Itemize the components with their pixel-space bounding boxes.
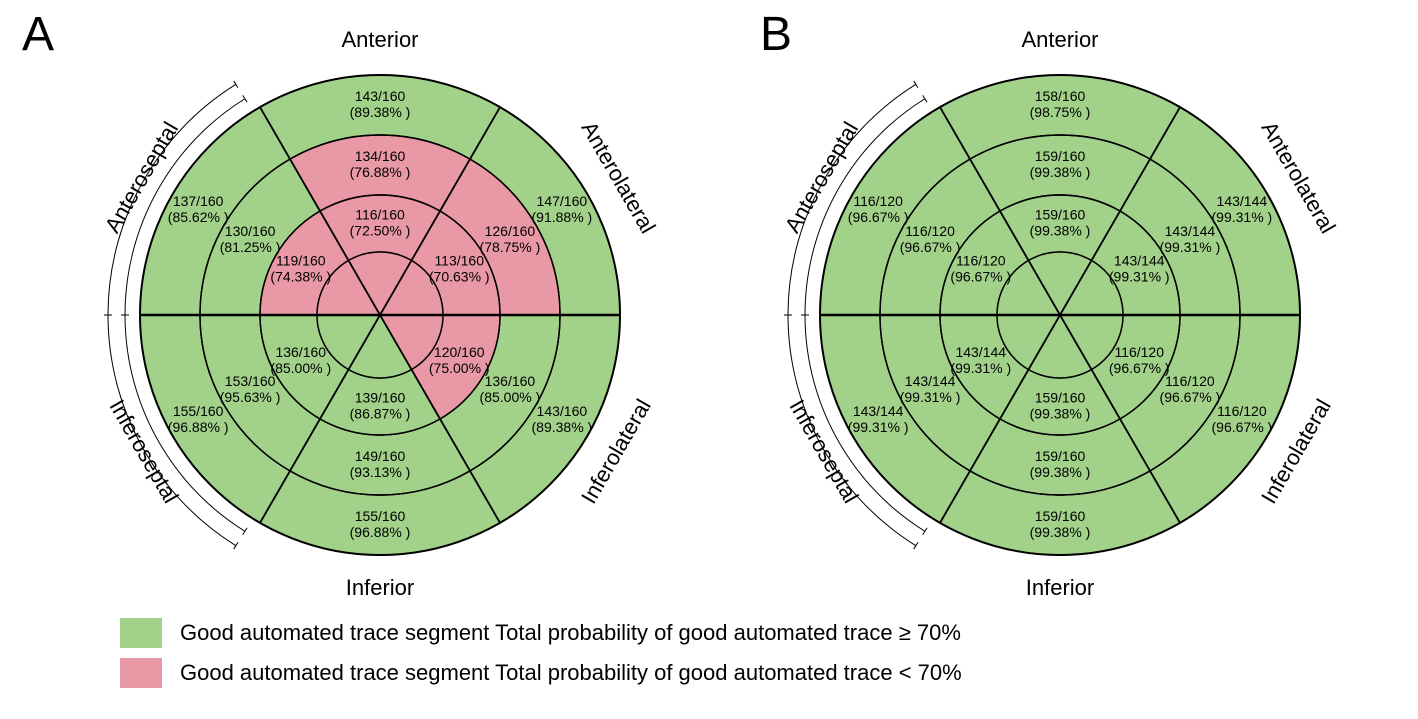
label-arc-tick [923, 528, 927, 535]
seg-pct-B-r0-s4: (99.31% ) [848, 419, 909, 435]
seg-value-B-r1-s0: 159/160 [1035, 148, 1086, 164]
seg-value-A-r2-s5: 119/160 [276, 252, 326, 268]
seg-value-A-r1-s0: 134/160 [355, 148, 406, 164]
seg-pct-B-r0-s1: (99.31% ) [1212, 209, 1273, 225]
seg-pct-A-r0-s1: (91.88% ) [532, 209, 593, 225]
seg-value-A-r1-s4: 153/160 [225, 373, 276, 389]
seg-pct-A-r0-s4: (96.88% ) [168, 419, 229, 435]
panel-letter-B: B [760, 8, 792, 61]
label-arc-tick [243, 95, 247, 102]
seg-pct-B-r0-s3: (99.38% ) [1030, 524, 1091, 540]
seg-value-B-r2-s3: 159/160 [1035, 390, 1086, 406]
legend-swatch-pink [120, 658, 162, 688]
seg-pct-B-r2-s0: (99.38% ) [1030, 223, 1091, 239]
seg-pct-B-r0-s2: (96.67% ) [1212, 419, 1273, 435]
seg-value-B-r2-s0: 159/160 [1035, 207, 1086, 223]
seg-pct-A-r0-s0: (89.38% ) [350, 104, 411, 120]
seg-pct-B-r1-s2: (96.67% ) [1160, 389, 1221, 405]
seg-pct-B-r0-s5: (96.67% ) [848, 209, 909, 225]
seg-pct-A-r1-s4: (95.63% ) [220, 389, 281, 405]
seg-value-A-r2-s0: 116/160 [355, 207, 405, 223]
seg-value-B-r1-s2: 116/120 [1165, 373, 1215, 389]
panel-A: 143/160(89.38% )147/160(91.88% )143/160(… [22, 8, 661, 600]
seg-value-A-r0-s1: 147/160 [537, 193, 588, 209]
seg-value-A-r0-s0: 143/160 [355, 88, 406, 104]
seg-value-A-r0-s3: 155/160 [355, 508, 406, 524]
seg-pct-A-r2-s5: (74.38% ) [270, 268, 331, 284]
seg-pct-A-r1-s0: (76.88% ) [350, 164, 411, 180]
seg-pct-A-r0-s2: (89.38% ) [532, 419, 593, 435]
seg-pct-A-r2-s2: (75.00% ) [429, 360, 490, 376]
seg-value-B-r2-s1: 143/144 [1114, 252, 1165, 268]
seg-value-A-r1-s2: 136/160 [485, 373, 536, 389]
seg-pct-B-r1-s4: (99.31% ) [900, 389, 961, 405]
seg-value-B-r2-s4: 143/144 [955, 344, 1006, 360]
seg-pct-B-r2-s1: (99.31% ) [1109, 268, 1170, 284]
label-arc-tick [243, 528, 247, 535]
seg-value-A-r1-s3: 149/160 [355, 448, 406, 464]
panel-B: 158/160(98.75% )143/144(99.31% )116/120(… [760, 8, 1341, 600]
seg-pct-A-r2-s0: (72.50% ) [350, 223, 411, 239]
seg-value-B-r1-s4: 143/144 [905, 373, 956, 389]
seg-pct-A-r0-s3: (96.88% ) [350, 524, 411, 540]
seg-value-B-r0-s4: 143/144 [853, 403, 904, 419]
seg-pct-B-r2-s3: (99.38% ) [1030, 406, 1091, 422]
seg-value-A-r0-s2: 143/160 [537, 403, 588, 419]
seg-pct-A-r2-s4: (85.00% ) [270, 360, 331, 376]
seg-value-A-r2-s1: 113/160 [434, 252, 484, 268]
legend-text-0: Good automated trace segment Total proba… [180, 620, 961, 645]
panel-letter-A: A [22, 8, 54, 61]
seg-pct-A-r2-s3: (86.87% ) [350, 406, 411, 422]
seg-value-B-r0-s3: 159/160 [1035, 508, 1086, 524]
seg-value-B-r0-s0: 158/160 [1035, 88, 1086, 104]
seg-value-A-r0-s5: 137/160 [173, 193, 224, 209]
seg-pct-B-r1-s1: (99.31% ) [1160, 239, 1221, 255]
seg-pct-A-r0-s5: (85.62% ) [168, 209, 229, 225]
label-arc-tick [234, 542, 238, 549]
seg-pct-A-r1-s5: (81.25% ) [220, 239, 281, 255]
seg-pct-B-r2-s5: (96.67% ) [950, 268, 1011, 284]
wall-label-inferior: Inferior [346, 575, 414, 600]
seg-pct-B-r0-s0: (98.75% ) [1030, 104, 1091, 120]
seg-pct-B-r2-s2: (96.67% ) [1109, 360, 1170, 376]
seg-pct-A-r1-s1: (78.75% ) [480, 239, 541, 255]
seg-value-B-r1-s5: 116/120 [905, 223, 955, 239]
seg-pct-A-r1-s3: (93.13% ) [350, 464, 411, 480]
seg-value-B-r0-s1: 143/144 [1217, 193, 1268, 209]
bullseye-figure: 143/160(89.38% )147/160(91.88% )143/160(… [0, 0, 1418, 719]
label-arc-tick [914, 81, 918, 88]
seg-value-A-r0-s4: 155/160 [173, 403, 224, 419]
seg-value-B-r1-s3: 159/160 [1035, 448, 1086, 464]
seg-pct-B-r1-s0: (99.38% ) [1030, 164, 1091, 180]
seg-pct-B-r2-s4: (99.31% ) [950, 360, 1011, 376]
seg-pct-B-r1-s5: (96.67% ) [900, 239, 961, 255]
seg-value-B-r0-s2: 116/120 [1217, 403, 1267, 419]
seg-value-A-r1-s5: 130/160 [225, 223, 276, 239]
wall-label-anterior: Anterior [1021, 27, 1098, 52]
label-arc-tick [914, 542, 918, 549]
label-arc-tick [234, 81, 238, 88]
seg-value-A-r2-s4: 136/160 [275, 344, 326, 360]
seg-value-B-r2-s2: 116/120 [1114, 344, 1164, 360]
seg-value-B-r2-s5: 116/120 [956, 252, 1006, 268]
seg-pct-A-r2-s1: (70.63% ) [429, 268, 490, 284]
seg-value-A-r2-s3: 139/160 [355, 390, 406, 406]
seg-value-A-r1-s1: 126/160 [485, 223, 536, 239]
seg-value-B-r0-s5: 116/120 [853, 193, 903, 209]
seg-pct-B-r1-s3: (99.38% ) [1030, 464, 1091, 480]
seg-value-B-r1-s1: 143/144 [1165, 223, 1216, 239]
legend-text-1: Good automated trace segment Total proba… [180, 660, 962, 685]
label-arc-tick [923, 95, 927, 102]
wall-label-inferior: Inferior [1026, 575, 1094, 600]
seg-value-A-r2-s2: 120/160 [434, 344, 485, 360]
legend: Good automated trace segment Total proba… [120, 618, 962, 688]
seg-pct-A-r1-s2: (85.00% ) [480, 389, 541, 405]
legend-swatch-green [120, 618, 162, 648]
wall-label-anterior: Anterior [341, 27, 418, 52]
